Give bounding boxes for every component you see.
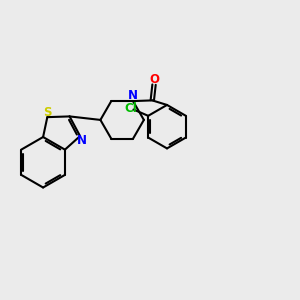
Text: N: N [77, 134, 87, 147]
Text: Cl: Cl [124, 102, 137, 115]
Text: O: O [150, 73, 160, 86]
Text: N: N [128, 89, 138, 102]
Text: S: S [43, 106, 52, 119]
